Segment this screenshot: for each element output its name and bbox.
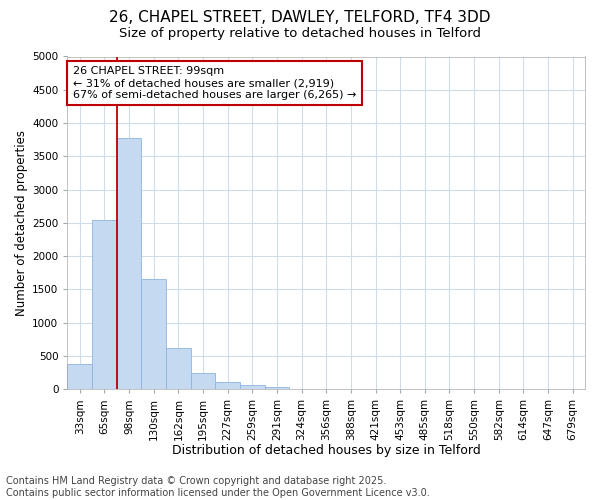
X-axis label: Distribution of detached houses by size in Telford: Distribution of detached houses by size …: [172, 444, 481, 458]
Text: 26 CHAPEL STREET: 99sqm
← 31% of detached houses are smaller (2,919)
67% of semi: 26 CHAPEL STREET: 99sqm ← 31% of detache…: [73, 66, 356, 100]
Bar: [265, 386, 289, 389]
Bar: [67, 364, 92, 389]
Text: Size of property relative to detached houses in Telford: Size of property relative to detached ho…: [119, 28, 481, 40]
Bar: [166, 348, 191, 389]
Bar: [215, 382, 240, 389]
Text: Contains HM Land Registry data © Crown copyright and database right 2025.
Contai: Contains HM Land Registry data © Crown c…: [6, 476, 430, 498]
Bar: [92, 220, 117, 389]
Bar: [142, 280, 166, 389]
Bar: [240, 385, 265, 389]
Bar: [117, 138, 142, 389]
Text: 26, CHAPEL STREET, DAWLEY, TELFORD, TF4 3DD: 26, CHAPEL STREET, DAWLEY, TELFORD, TF4 …: [109, 10, 491, 25]
Y-axis label: Number of detached properties: Number of detached properties: [15, 130, 28, 316]
Bar: [191, 373, 215, 389]
